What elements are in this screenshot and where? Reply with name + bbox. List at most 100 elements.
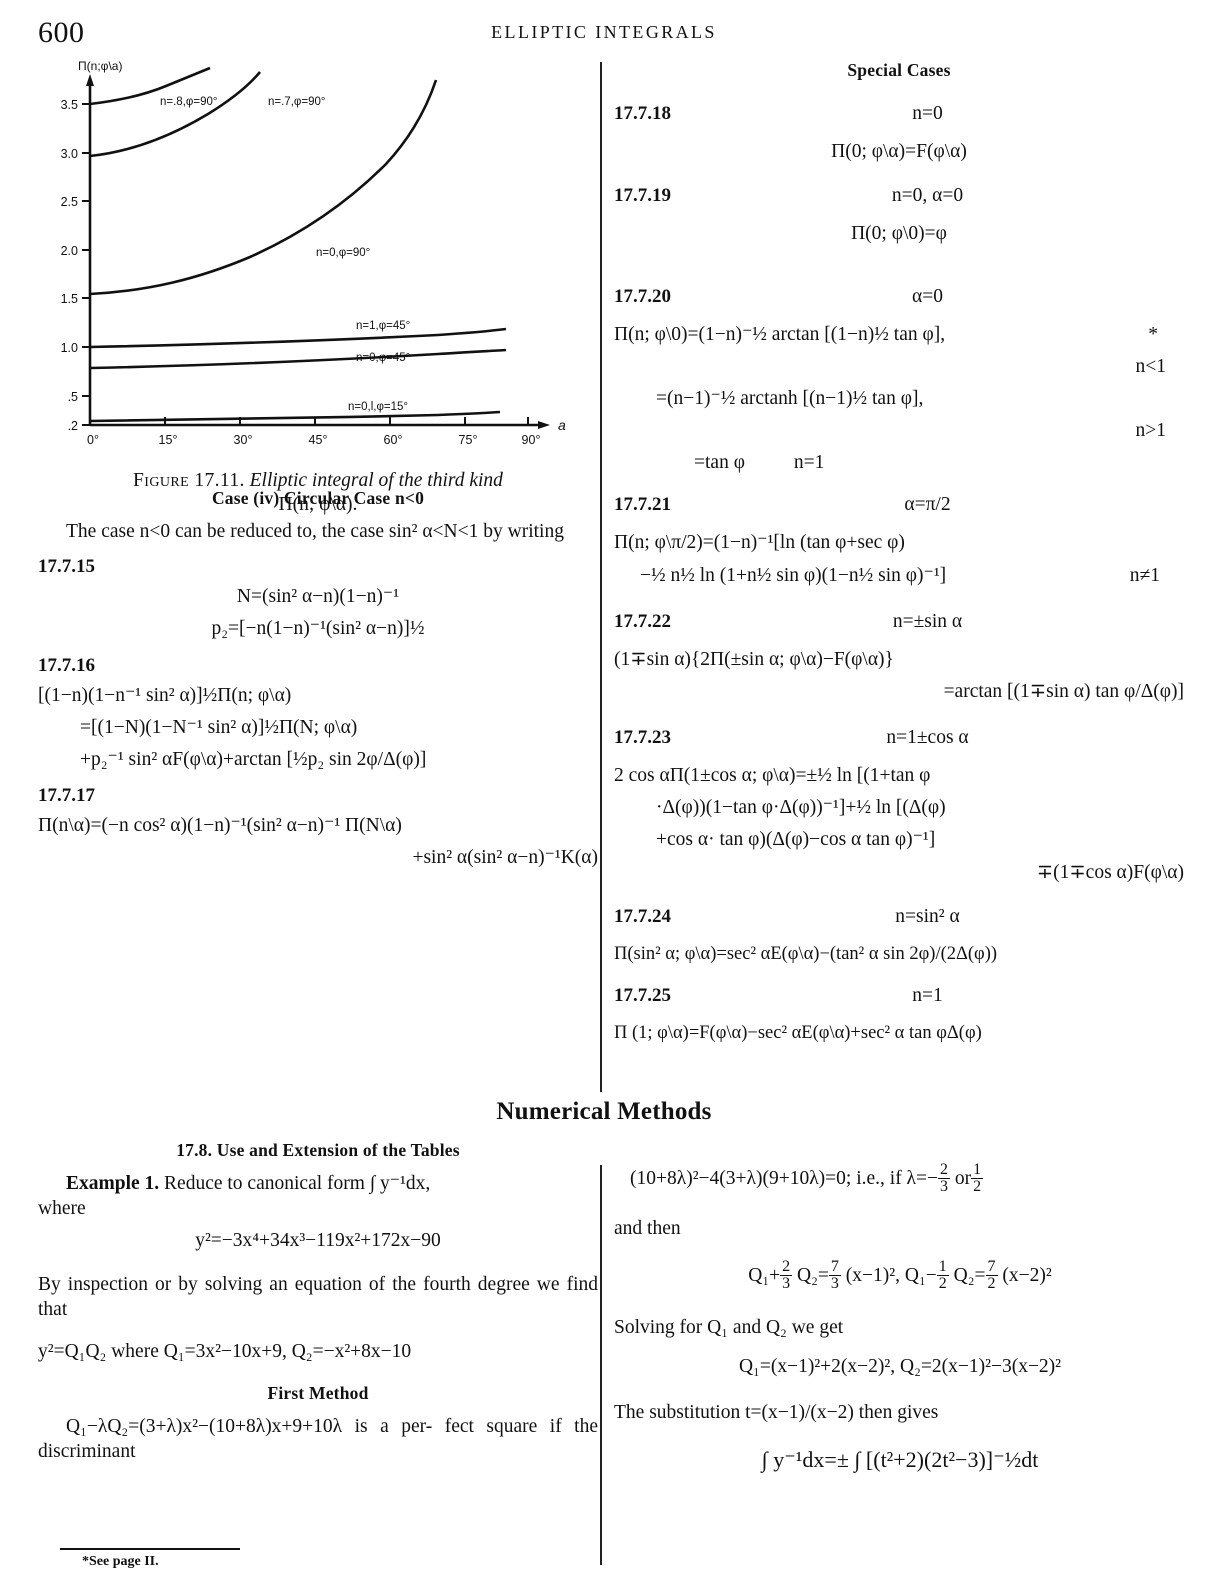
eq-17-7-25-line1: Π (1; φ\α)=F(φ\α)−sec² αE(φ\α)+sec² α ta… bbox=[614, 1022, 982, 1043]
para-substitution: The substitution t=(x−1)/(x−2) then give… bbox=[614, 1402, 939, 1423]
fraction-one-half-num: 1 bbox=[971, 1161, 984, 1180]
y-axis-label: Π(n;φ\a) bbox=[78, 60, 122, 73]
first-method-heading: First Method bbox=[267, 1382, 369, 1403]
svg-text:0°: 0° bbox=[87, 433, 99, 447]
svg-text:2.5: 2.5 bbox=[61, 195, 78, 209]
eq-q-comb-p1: Q₁+ bbox=[748, 1265, 781, 1287]
example-1-where: where bbox=[38, 1198, 86, 1220]
eq-discriminant-text: (10+8λ)²−4(3+λ)(9+10λ)=0; i.e., if λ=− bbox=[630, 1168, 939, 1190]
eq-17-7-23-cond: n=1±cos α bbox=[886, 727, 969, 748]
eq-number-17-7-24: 17.7.24 bbox=[614, 905, 671, 927]
right-column: Special Cases 17.7.18 n=0 Π(0; φ\α)=F(φ\… bbox=[614, 60, 1184, 1051]
svg-text:90°: 90° bbox=[522, 433, 541, 447]
series-label-3: n=1,φ=45° bbox=[356, 320, 410, 332]
eq-number-17-7-19: 17.7.19 bbox=[614, 185, 671, 207]
eq-block-17-7-20: 17.7.20 α=0 bbox=[614, 278, 1184, 316]
series-label-1: n=.7,φ=90° bbox=[268, 96, 325, 108]
eq-number-17-7-22: 17.7.22 bbox=[614, 610, 671, 632]
eq-17-7-20-cond1: n<1 bbox=[1135, 355, 1167, 377]
curve-n0-phi45 bbox=[89, 348, 507, 370]
eq-17-7-22-line1: (1∓sin α){2Π(±sin α; φ\α)−F(φ\α)} bbox=[614, 648, 894, 670]
eq-q-comb-p5: (x−2)² bbox=[1002, 1265, 1052, 1287]
eq-block-17-7-25: 17.7.25 n=1 bbox=[614, 977, 1184, 1015]
example-1-text: Reduce to canonical form ∫ y⁻¹dx, bbox=[164, 1173, 431, 1194]
eq-17-7-24-line1: Π(sin² α; φ\α)=sec² αE(φ\α)−(tan² α sin … bbox=[614, 943, 998, 964]
eq-q-solved: Q₁=(x−1)²+2(x−2)², Q₂=2(x−1)²−3(x−2)² bbox=[738, 1355, 1062, 1377]
example-1-label: Example 1. bbox=[66, 1173, 160, 1194]
eq-17-7-21-line2-row: −½ n½ ln (1+n½ sin φ)(1−n½ sin φ)⁻¹] n≠1 bbox=[614, 563, 1184, 589]
eq-17-7-18-line1: Π(0; φ\α)=F(φ\α) bbox=[831, 141, 967, 163]
example-1-paragraph: Example 1. Reduce to canonical form ∫ y⁻… bbox=[38, 1171, 598, 1222]
para-perfect-square-a: Q₁−λQ₂=(3+λ)x²−(10+8λ)x+9+10λ is a per- bbox=[66, 1415, 433, 1437]
chart-curves bbox=[89, 66, 507, 423]
eq-17-7-20-cond2: n>1 bbox=[1135, 420, 1167, 441]
curve-n01-phi15 bbox=[89, 410, 501, 423]
fraction-7-2-den: 2 bbox=[987, 1275, 996, 1293]
series-label-4: n=0,φ=45° bbox=[356, 352, 410, 364]
eq-17-7-19-line1: Π(0; φ\0)=φ bbox=[851, 223, 947, 245]
svg-text:3.0: 3.0 bbox=[61, 147, 78, 161]
case-iv-para-a: The case bbox=[66, 521, 140, 542]
eq-17-7-15-line2: p₂=[−n(1−n)⁻¹(sin² α−n)]½ bbox=[211, 618, 425, 640]
eq-17-7-21-cond-right: n≠1 bbox=[1129, 564, 1160, 586]
svg-text:3.5: 3.5 bbox=[61, 98, 78, 112]
fraction-two-thirds-num: 2 bbox=[938, 1161, 951, 1180]
eq-17-7-23-line1: 2 cos αΠ(1±cos α; φ\α)=±½ ln [(1+tan φ bbox=[614, 765, 931, 787]
eq-17-7-16-line2: =[(1−N)(1−N⁻¹ sin² α)]½Π(N; φ\α) bbox=[80, 716, 358, 738]
eq-17-7-16-line3: +p₂⁻¹ sin² αF(φ\α)+arctan [½p₂ sin 2φ/Δ(… bbox=[80, 748, 427, 770]
fraction-2-3-a-num: 2 bbox=[780, 1257, 793, 1277]
eq-17-7-23-line3: +cos α· tan φ)(Δ(φ)−cos α tan φ)⁻¹] bbox=[656, 829, 936, 851]
fraction-7-3-num: 7 bbox=[828, 1257, 841, 1277]
page-number: 600 bbox=[38, 16, 85, 49]
eq-q-comb-p3: (x−1)², Q₁− bbox=[845, 1265, 937, 1287]
curve-n0-phi90 bbox=[89, 79, 438, 296]
svg-text:60°: 60° bbox=[384, 433, 403, 447]
eq-17-7-20-cond3: n=1 bbox=[793, 452, 825, 474]
eq-q-comb-p2: Q₂= bbox=[797, 1265, 829, 1287]
eq-number-17-7-16: 17.7.16 bbox=[38, 654, 95, 676]
eq-final-integral: ∫ y⁻¹dx=± ∫ [(t²+2)(2t²−3)]⁻½dt bbox=[761, 1447, 1039, 1473]
footnote-block: *See page II. bbox=[60, 1548, 420, 1570]
column-divider-bottom bbox=[600, 1165, 602, 1565]
eq-17-7-17-line2: +sin² α(sin² α−n)⁻¹K(α) bbox=[412, 847, 598, 869]
eq-17-7-22-line2: =arctan [(1∓sin α) tan φ/Δ(φ)] bbox=[943, 680, 1184, 702]
eq-q-combinations: Q₁+ 2 3 Q₂= 7 3 (x−1)², Q₁− 1 2 Q₂= 7 2 (x−2)² bbox=[614, 1257, 1186, 1293]
section-17-8-heading: 17.8. Use and Extension of the Tables bbox=[176, 1140, 460, 1160]
svg-text:15°: 15° bbox=[159, 433, 178, 447]
case-iv-paragraph: The case n<0 can be reduced to, the case… bbox=[38, 519, 598, 544]
y-tick-labels: .2 .5 1.0 1.5 2.0 2.5 3.0 3.5 bbox=[61, 98, 78, 433]
eq-block-17-7-22: 17.7.22 n=±sin α bbox=[614, 603, 1184, 641]
figure-caption: Figure 17.11. Elliptic integral of the t… bbox=[38, 469, 598, 517]
figure-caption-formula: Π(n; φ\α). bbox=[278, 493, 358, 515]
fraction-7-2-num: 7 bbox=[985, 1257, 998, 1277]
eq-number-17-7-20: 17.7.20 bbox=[614, 285, 671, 307]
footnote-rule bbox=[60, 1548, 240, 1550]
left-column: Π(n;φ\a) a .2 .5 1.0 bbox=[38, 59, 598, 877]
eq-17-7-20-line1: Π(n; φ\0)=(1−n)⁻½ arctan [(1−n)½ tan φ], bbox=[614, 323, 946, 345]
column-divider-top bbox=[600, 62, 602, 1092]
eq-number-17-7-17: 17.7.17 bbox=[38, 784, 95, 806]
eq-17-7-20-footnote-star: * bbox=[1148, 323, 1158, 345]
eq-q-comb-p4: Q₂= bbox=[953, 1265, 986, 1287]
eq-17-7-19-cond: n=0, α=0 bbox=[891, 185, 964, 207]
para-solving-for: Solving for Q₁ and Q₂ we get bbox=[614, 1316, 844, 1338]
svg-text:1.5: 1.5 bbox=[61, 292, 78, 306]
bottom-right-column: (10+8λ)²−4(3+λ)(9+10λ)=0; i.e., if λ=− 2 3… bbox=[614, 1140, 1186, 1481]
curve-n07-phi90 bbox=[89, 71, 261, 158]
eq-17-7-17-line1: Π(n\α)=(−n cos² α)(1−n)⁻¹(sin² α−n)⁻¹ Π(… bbox=[38, 814, 402, 836]
eq-17-7-20-line3: =tan φ bbox=[694, 452, 745, 474]
para-perfect-square: Q₁−λQ₂=(3+λ)x²−(10+8λ)x+9+10λ is a per- … bbox=[38, 1414, 598, 1465]
svg-text:1.0: 1.0 bbox=[61, 341, 78, 355]
eq-17-7-21-line2: −½ n½ ln (1+n½ sin φ)(1−n½ sin φ)⁻¹] bbox=[640, 564, 947, 586]
footnote-text: *See page II. bbox=[82, 1554, 159, 1569]
fraction-one-half-den: 2 bbox=[973, 1178, 982, 1196]
eq-17-7-25-cond: n=1 bbox=[912, 984, 943, 1006]
x-axis-arrow bbox=[538, 421, 550, 429]
eq-17-7-15-line1: N=(sin² α−n)(1−n)⁻¹ bbox=[236, 586, 400, 608]
figure-caption-label: Figure 17.11. bbox=[133, 470, 245, 491]
series-label-2: n=0,φ=90° bbox=[316, 247, 370, 259]
